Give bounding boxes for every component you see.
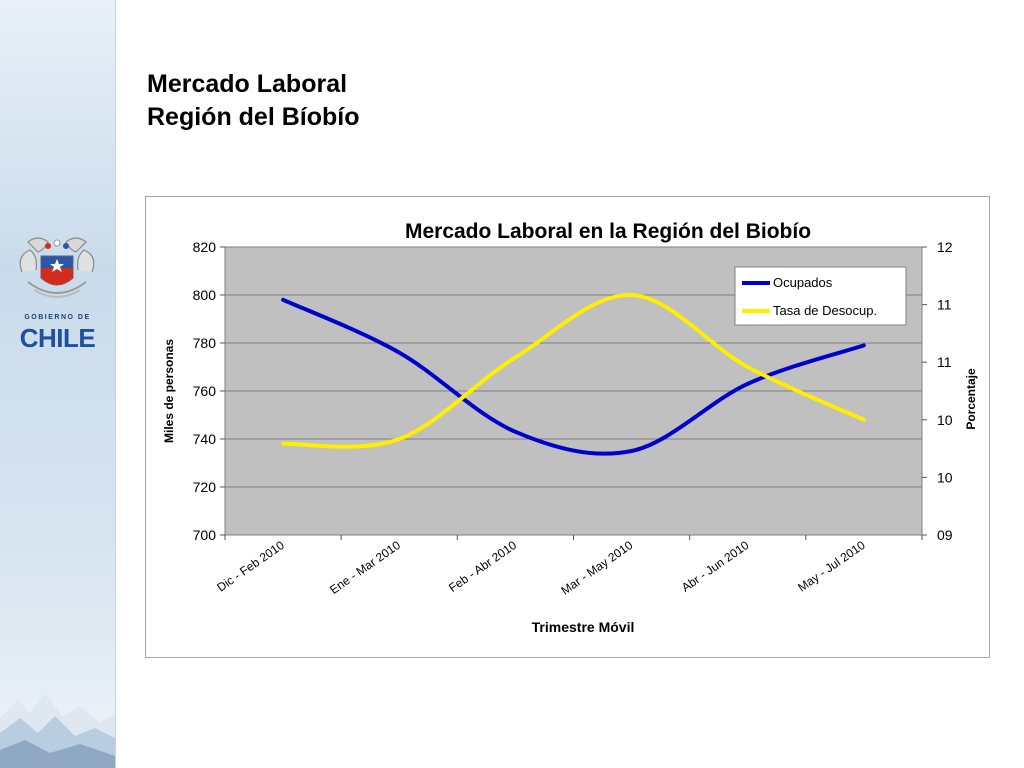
legend-label-desocup: Tasa de Desocup.: [773, 303, 877, 318]
x-tick-label: Feb - Abr 2010: [446, 538, 519, 595]
y-left-tick-label: 780: [193, 335, 217, 351]
slide-title-line1: Mercado Laboral: [147, 70, 348, 98]
x-tick-label: Abr - Jun 2010: [679, 538, 752, 595]
x-tick-label: Ene - Mar 2010: [327, 538, 403, 597]
series-lines: [281, 292, 866, 456]
y-axis-right-label: Porcentaje: [964, 368, 978, 430]
y-right-tick-label: 10: [937, 469, 953, 485]
slide-title: Mercado Laboral Región del Bíobío: [147, 68, 647, 134]
series-line-desocup: [281, 292, 866, 449]
y-right-tick-label: 10: [937, 412, 953, 428]
line-chart: Mercado Laboral en la Región del Biobío …: [162, 220, 978, 635]
x-axis: Dic - Feb 2010 Ene - Mar 2010 Feb - Abr 20…: [214, 535, 923, 598]
y-left-tick-label: 820: [193, 239, 217, 255]
series-line-ocupados: [281, 297, 866, 456]
sidebar-panel: GOBIERNO DE CHILE: [0, 0, 116, 768]
slide-title-line2: Región del Bíobío: [147, 103, 360, 131]
x-tick-label: May - Jul 2010: [795, 538, 868, 595]
y-left-tick-label: 720: [193, 479, 217, 495]
legend-label-ocupados: Ocupados: [773, 275, 833, 290]
y-right-tick-label: 12: [937, 239, 953, 255]
chile-logo-text: CHILE: [0, 323, 115, 354]
chart-title: Mercado Laboral en la Región del Biobío: [405, 220, 811, 243]
y-axis-right: 09 10 10 11 11 12: [922, 239, 953, 543]
y-axis-left-label: Miles de personas: [162, 339, 176, 443]
legend-box: [734, 266, 907, 326]
chile-coat-of-arms-icon: [19, 237, 95, 298]
x-tick-label: Dic - Feb 2010: [214, 538, 287, 595]
y-right-tick-label: 09: [937, 527, 953, 543]
y-axis-left: 700 720 740 760 780 800 820: [193, 239, 225, 543]
gobierno-de-label: GOBIERNO DE: [24, 314, 91, 321]
y-right-tick-label: 11: [937, 354, 952, 370]
x-tick-label: Mar - May 2010: [558, 538, 635, 598]
y-right-tick-label: 11: [937, 297, 952, 313]
x-axis-label: Trimestre Móvil: [532, 619, 635, 635]
y-left-tick-label: 800: [193, 287, 217, 303]
y-left-tick-label: 760: [193, 383, 217, 399]
y-left-tick-label: 740: [193, 431, 217, 447]
mountain-decoration: [0, 693, 115, 768]
chart-legend: Ocupados Tasa de Desocup.: [734, 266, 907, 326]
y-left-tick-label: 700: [193, 527, 217, 543]
chile-logo-text-value: CHILE: [19, 323, 96, 353]
chart-container: Mercado Laboral en la Región del Biobío …: [145, 196, 990, 658]
